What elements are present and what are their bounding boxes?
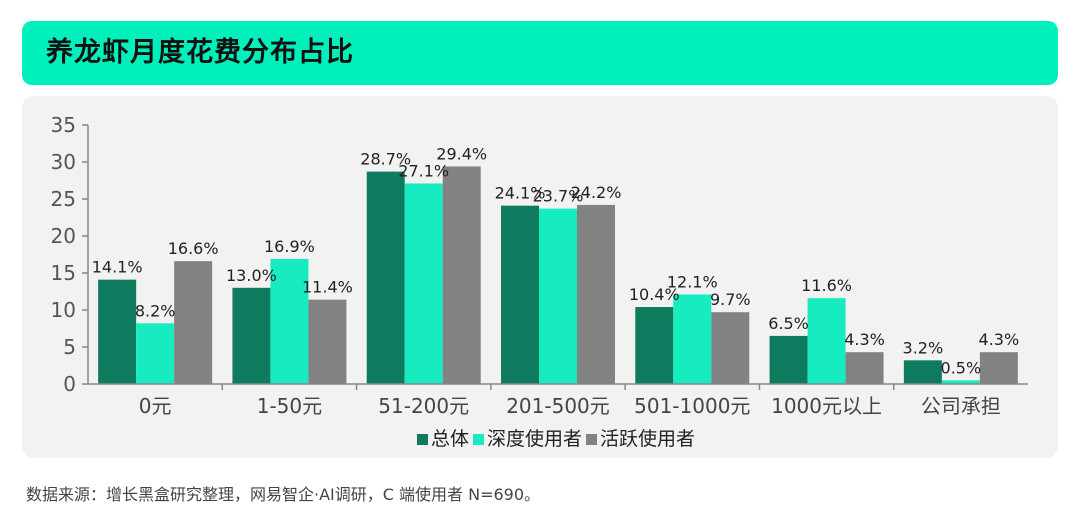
legend-swatch (472, 434, 484, 445)
bar-1-2 (308, 299, 347, 384)
x-tick-label: 0元 (139, 394, 172, 418)
bar-0-2 (174, 261, 213, 384)
bar-5-1 (807, 298, 846, 384)
bar-5-0 (769, 335, 808, 384)
y-tick-label: 30 (51, 150, 76, 174)
x-tick-label: 1000元以上 (771, 394, 882, 418)
data-label: 13.0% (226, 266, 277, 285)
data-label: 27.1% (398, 161, 449, 180)
bar-0-1 (136, 323, 175, 384)
x-tick-label: 201-500元 (506, 394, 610, 418)
x-tick-label: 公司承担 (921, 394, 1001, 418)
bar-1-1 (270, 258, 309, 384)
bars (98, 166, 1018, 384)
data-label: 11.6% (801, 276, 852, 295)
x-tick-label: 51-200元 (378, 394, 469, 418)
bar-1-0 (232, 287, 271, 384)
y-tick-label: 0 (63, 372, 76, 396)
y-tick-label: 5 (63, 335, 76, 359)
bar-3-2 (577, 204, 615, 384)
bar-2-1 (404, 183, 443, 384)
legend-item: 活跃使用者 (586, 428, 695, 450)
legend-swatch (586, 434, 598, 445)
bar-4-0 (635, 307, 674, 384)
bar-3-0 (501, 205, 539, 384)
data-label: 4.3% (844, 330, 885, 349)
bar-4-2 (711, 312, 750, 384)
title-bar: 养龙虾月度花费分布占比 (22, 21, 1058, 85)
y-tick-label: 35 (51, 113, 76, 137)
legend-item: 深度使用者 (472, 428, 582, 450)
data-label: 6.5% (768, 314, 809, 333)
y-axis: 0 5 10 15 20 25 30 35 (51, 113, 89, 396)
data-label: 10.4% (629, 285, 680, 304)
bar-2-2 (442, 166, 481, 384)
x-tick-label: 501-1000元 (634, 394, 750, 418)
bar-3-1 (539, 208, 577, 384)
data-label: 4.3% (979, 330, 1020, 349)
source-note: 数据来源：增长黑盒研究整理，网易智企·AI调研，C 端使用者 N=690。 (26, 485, 541, 504)
legend-item: 总体 (416, 428, 469, 450)
x-tick-label: 1-50元 (257, 394, 322, 418)
data-label: 9.7% (710, 290, 751, 309)
data-label: 16.6% (168, 239, 219, 258)
data-label: 3.2% (903, 338, 944, 357)
legend-swatch (416, 434, 428, 445)
data-label: 12.1% (667, 272, 718, 291)
x-axis: 0元 1-50元 51-200元 201-500元 501-1000元 1000元以上 公司… (88, 383, 1028, 418)
data-label: 24.1% (495, 184, 546, 203)
legend-label: 活跃使用者 (600, 428, 695, 450)
data-label: 23.7% (533, 187, 584, 206)
bar-0-0 (98, 279, 137, 384)
y-tick-label: 20 (51, 224, 76, 248)
data-labels: 14.1%8.2%16.6%13.0%16.9%11.4%28.7%27.1%2… (92, 144, 1019, 377)
legend-label: 总体 (431, 428, 469, 450)
bar-4-1 (673, 294, 712, 384)
data-label: 14.1% (92, 258, 143, 277)
bar-2-0 (366, 171, 405, 384)
data-label: 24.2% (571, 183, 622, 202)
y-tick-label: 25 (51, 187, 76, 211)
y-tick-label: 15 (51, 261, 76, 285)
bar-6-1 (941, 380, 980, 384)
data-label: 0.5% (941, 358, 982, 377)
data-label: 16.9% (264, 237, 315, 256)
bar-6-2 (979, 352, 1018, 384)
data-label: 29.4% (436, 144, 487, 163)
data-label: 11.4% (302, 278, 353, 297)
data-label: 28.7% (360, 150, 411, 169)
y-tick-label: 10 (51, 298, 76, 322)
data-label: 8.2% (135, 301, 176, 320)
page-title: 养龙虾月度花费分布占比 (46, 37, 354, 68)
bar-5-2 (845, 352, 884, 384)
legend: 总体 深度使用者 活跃使用者 (416, 428, 695, 450)
bar-6-0 (903, 360, 942, 384)
legend-label: 深度使用者 (487, 428, 582, 450)
